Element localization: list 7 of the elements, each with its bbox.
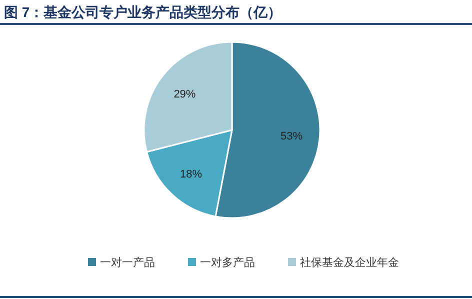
chart-title: 图 7：基金公司专户业务产品类型分布（亿） (4, 4, 282, 20)
legend-label: 一对多产品 (200, 256, 255, 269)
data-label: 18% (180, 168, 202, 181)
legend-label: 一对一产品 (100, 256, 155, 269)
data-label: 53% (280, 130, 303, 143)
legend-label: 社保基金及企业年金 (300, 256, 399, 269)
data-label: 29% (174, 88, 196, 100)
